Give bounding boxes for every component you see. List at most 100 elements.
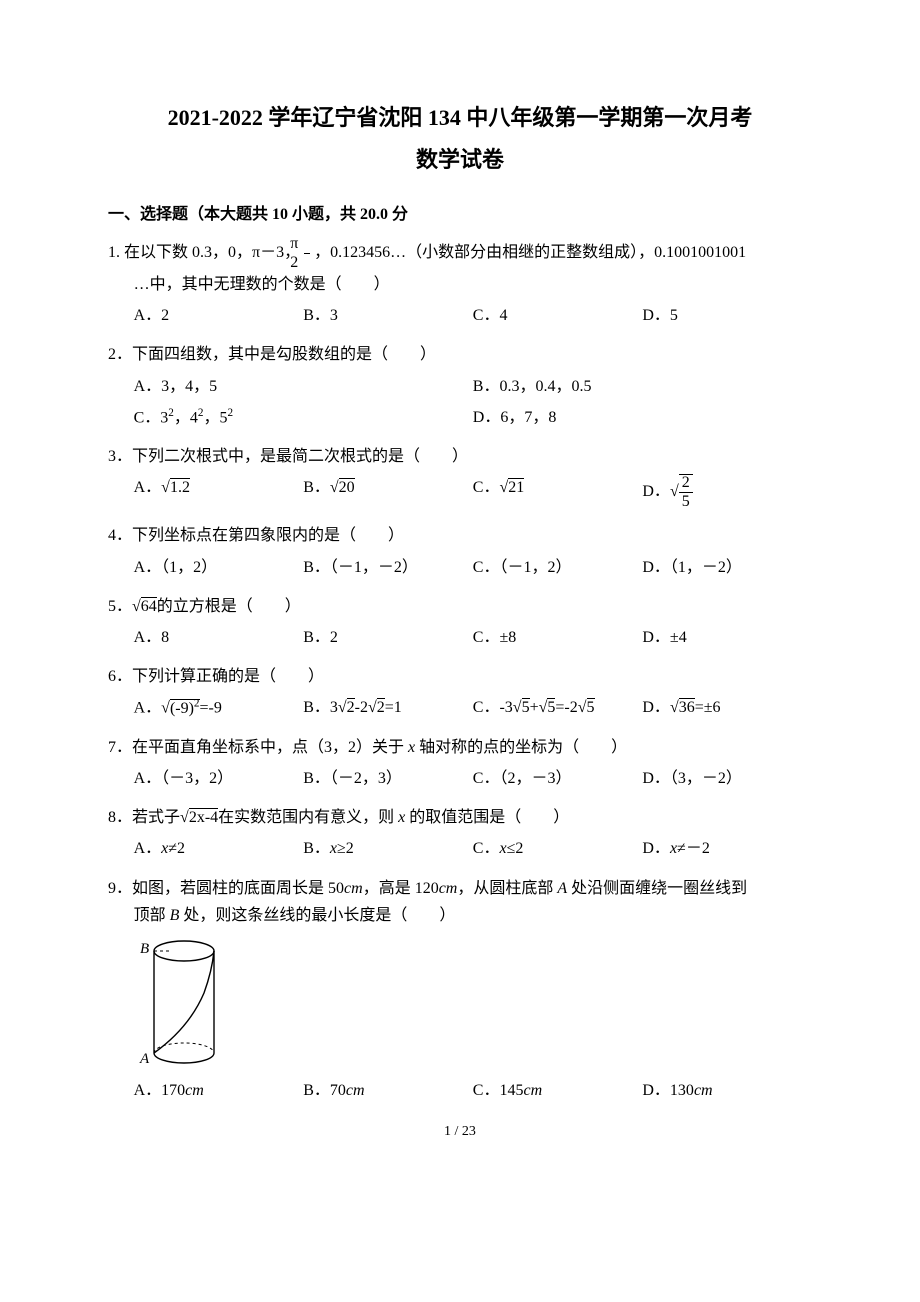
q9-text-d: 处沿侧面缠绕一圈丝线到 (567, 880, 747, 897)
q6-b-mid: -2 (355, 699, 368, 716)
q6-opt-c: C．-3√5+√5=-2√5 (473, 694, 643, 722)
q4-text: 下列坐标点在第四象限内的是（ ） (132, 527, 404, 544)
label-B: B (140, 941, 149, 957)
q9-opt-b: B．70cm (303, 1077, 473, 1104)
q3-a-pre: A． (134, 479, 162, 496)
q3-b-pre: B． (303, 479, 330, 496)
q3-opt-c: C．√21 (473, 474, 643, 510)
q2-opt-d: D．6，7，8 (473, 404, 812, 432)
q3-c-pre: C． (473, 479, 500, 496)
q9-text-c: ，从圆柱底部 (457, 880, 557, 897)
q1-text-a: 在以下数 0.3，0，π－3， (124, 244, 300, 261)
q5-options: A．8 B．2 C．±8 D．±4 (134, 624, 812, 651)
q8-opt-d: D．x≠－2 (642, 835, 812, 862)
q7-num: 7． (108, 739, 132, 756)
q4-num: 4． (108, 527, 132, 544)
q5-line: 5．√64的立方根是（ ） (134, 593, 812, 620)
q2-c-mid2: ，5 (203, 409, 227, 426)
q6-b-rad2: 2 (377, 698, 385, 716)
q1-opt-a: A．2 (134, 302, 304, 329)
q9-B: B (170, 907, 180, 924)
q3-opt-d: D．√25 (642, 474, 812, 510)
question-7: 7．在平面直角坐标系中，点（3，2）关于 x 轴对称的点的坐标为（ ） A．（－… (108, 734, 812, 792)
q9-opt-d: D．130cm (642, 1077, 812, 1104)
q8-a-pre: A． (134, 840, 162, 857)
q6-d-rad: 36 (679, 698, 695, 716)
q8-b-post: ≥2 (337, 840, 354, 857)
q6-c-mid: + (530, 699, 539, 716)
q8-line: 8．若式子√2x-4在实数范围内有意义，则 x 的取值范围是（ ） (134, 804, 812, 831)
question-2: 2．下面四组数，其中是勾股数组的是（ ） A．3，4，5 B．0.3，0.4，0… (108, 341, 812, 431)
q8-c-post: ≤2 (507, 840, 524, 857)
q9-a-cm: cm (185, 1082, 204, 1099)
q6-num: 6． (108, 668, 132, 685)
q5-num: 5． (108, 598, 132, 615)
q2-line: 2．下面四组数，其中是勾股数组的是（ ） (134, 341, 812, 368)
q2-opt-b: B．0.3，0.4，0.5 (473, 373, 812, 400)
question-6: 6．下列计算正确的是（ ） A．√(-9)2=-9 B．3√2-2√2=1 C．… (108, 663, 812, 722)
q9-d-val: D．130 (642, 1082, 694, 1099)
q7-opt-d: D．（3，－2） (642, 765, 812, 792)
q9-cm1: cm (344, 880, 363, 897)
q5-opt-c: C．±8 (473, 624, 643, 651)
q3-line: 3．下列二次根式中，是最简二次根式的是（ ） (134, 443, 812, 470)
q3-d-den: 5 (679, 493, 693, 510)
q8-num: 8． (108, 809, 132, 826)
q9-text-b: ，高是 120 (363, 880, 439, 897)
q7-opt-a: A．（－3，2） (134, 765, 304, 792)
q6-b-post: =1 (385, 699, 402, 716)
q1-opt-b: B．3 (303, 302, 473, 329)
q6-c-rad: 5 (522, 698, 530, 716)
exam-title-line2: 数学试卷 (108, 142, 812, 174)
cylinder-icon: B A (134, 933, 234, 1073)
q5-opt-a: A．8 (134, 624, 304, 651)
exam-title-line1: 2021-2022 学年辽宁省沈阳 134 中八年级第一学期第一次月考 (108, 100, 812, 132)
q2-options-row2: C．32，42，52 D．6，7，8 (134, 404, 812, 432)
q6-c-rad3: 5 (587, 698, 595, 716)
q6-b-rad: 2 (347, 698, 355, 716)
q8-opt-c: C．x≤2 (473, 835, 643, 862)
q9-opt-a: A．170cm (134, 1077, 304, 1104)
q3-options: A．√1.2 B．√20 C．√21 D．√25 (134, 474, 812, 510)
q8-opt-a: A．x≠2 (134, 835, 304, 862)
q8-c-x: x (499, 840, 506, 857)
q6-options: A．√(-9)2=-9 B．3√2-2√2=1 C．-3√5+√5=-2√5 D… (134, 694, 812, 722)
q5-opt-b: B．2 (303, 624, 473, 651)
q2-text: 下面四组数，其中是勾股数组的是（ ） (132, 346, 436, 363)
question-4: 4．下列坐标点在第四象限内的是（ ） A．（1，2） B．（－1，－2） C．（… (108, 522, 812, 580)
q2-opt-a: A．3，4，5 (134, 373, 473, 400)
q9-c-val: C．145 (473, 1082, 524, 1099)
q5-rad: 64 (141, 597, 157, 615)
q8-d-post: ≠－2 (677, 840, 710, 857)
question-5: 5．√64的立方根是（ ） A．8 B．2 C．±8 D．±4 (108, 593, 812, 651)
q9-b-cm: cm (346, 1082, 365, 1099)
q6-opt-b: B．3√2-2√2=1 (303, 694, 473, 722)
q6-c-eq: =-2 (555, 699, 577, 716)
q8-text-b: 在实数范围内有意义，则 (218, 809, 398, 826)
q6-opt-a: A．√(-9)2=-9 (134, 694, 304, 722)
q2-c-pre: C．3 (134, 409, 169, 426)
q6-line: 6．下列计算正确的是（ ） (134, 663, 812, 690)
q8-d-pre: D． (642, 840, 670, 857)
q1-num: 1. (108, 244, 120, 261)
page: 2021-2022 学年辽宁省沈阳 134 中八年级第一学期第一次月考 数学试卷… (0, 0, 920, 1180)
q4-opt-b: B．（－1，－2） (303, 554, 473, 581)
question-8: 8．若式子√2x-4在实数范围内有意义，则 x 的取值范围是（ ） A．x≠2 … (108, 804, 812, 862)
q6-a-rad: (-9) (170, 700, 194, 717)
q4-opt-c: C．（－1，2） (473, 554, 643, 581)
q4-opt-a: A．（1，2） (134, 554, 304, 581)
q4-opt-d: D．（1，－2） (642, 554, 812, 581)
q7-text-b: 轴对称的点的坐标为（ ） (415, 739, 627, 756)
q9-figure: B A (134, 933, 812, 1073)
q9-d-cm: cm (694, 1082, 713, 1099)
q9-line2: 顶部 B 处，则这条丝线的最小长度是（ ） (134, 902, 812, 929)
q9-a-val: A．170 (134, 1082, 186, 1099)
q1-text-c: …中，其中无理数的个数是（ ） (134, 271, 812, 298)
page-number: 1 / 23 (108, 1124, 812, 1140)
q8-rad: 2x-4 (189, 808, 218, 826)
q6-d-pre: D． (642, 699, 670, 716)
q3-text: 下列二次根式中，是最简二次根式的是（ ） (132, 448, 468, 465)
q1-options: A．2 B．3 C．4 D．5 (134, 302, 812, 329)
label-A: A (139, 1051, 150, 1067)
q6-a-pre: A． (134, 700, 162, 717)
